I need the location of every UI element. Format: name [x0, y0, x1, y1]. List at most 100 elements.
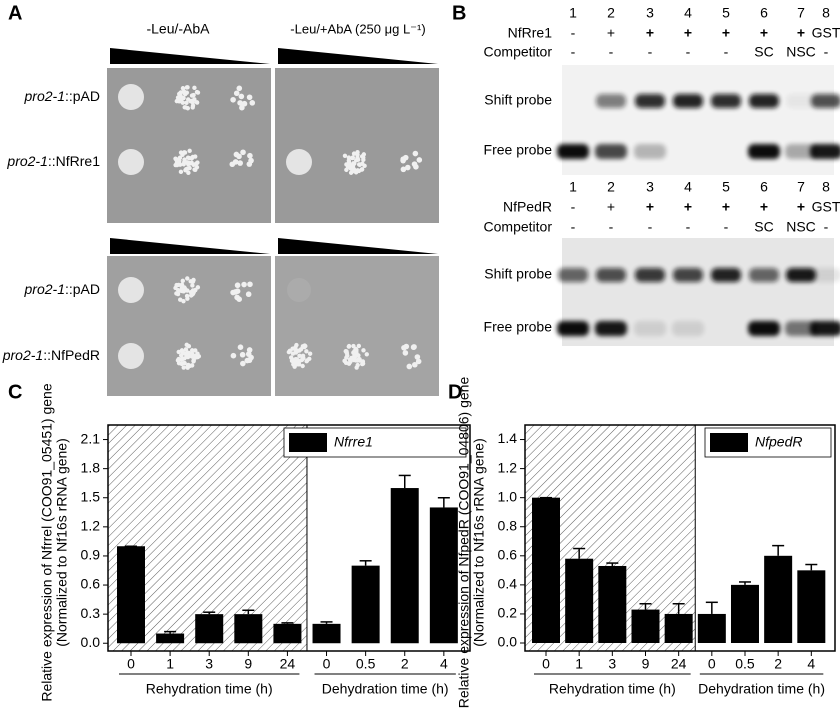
gel-band [811, 268, 840, 282]
colony [233, 90, 240, 97]
colony [357, 162, 362, 168]
x-tick-label: 9 [642, 656, 650, 672]
band-label: Free probe [484, 319, 553, 335]
lane-number: 6 [760, 179, 768, 195]
competitor-cell: - [686, 44, 691, 60]
bar [730, 584, 759, 644]
colony [246, 94, 253, 101]
row-label: NfRre1 [508, 25, 553, 41]
competitor-cell: - [571, 219, 576, 235]
colony [183, 105, 188, 110]
protein-cell: + [646, 25, 654, 41]
colony [303, 343, 308, 349]
colony [175, 291, 181, 297]
error-bar [359, 560, 372, 566]
gel-band [810, 144, 840, 159]
colony [354, 158, 359, 163]
x-tick-label: 0 [127, 656, 135, 672]
gel-band [635, 94, 665, 108]
colony [246, 161, 253, 167]
colony [402, 154, 409, 161]
x-tick-label: 0 [708, 656, 716, 672]
lane-number: 2 [607, 179, 615, 195]
colony [411, 161, 418, 167]
gel-band [672, 321, 704, 336]
y-tick-label: 0.2 [498, 605, 518, 621]
colony [359, 167, 365, 172]
bar [764, 555, 793, 644]
gel-band [635, 268, 665, 282]
construct: ::pAD [65, 88, 100, 104]
gel-band [557, 321, 589, 336]
colony [177, 97, 182, 102]
strain-label: pro2-1::NfRre1 [6, 153, 100, 169]
colony [234, 282, 241, 289]
y-axis-label: (Normalized to Nf16s rRNA gene) [471, 438, 487, 647]
protein-cell: + [646, 199, 654, 215]
bar [429, 507, 458, 644]
bar [273, 623, 302, 644]
competitor-cell: - [609, 44, 614, 60]
lane-number: 7 [797, 179, 805, 195]
y-tick-label: 1.0 [498, 488, 518, 504]
bar [234, 614, 263, 644]
bar [797, 570, 826, 644]
legend-label: Nfrre1 [334, 434, 373, 450]
y-tick-label: 0.6 [498, 547, 518, 563]
colony [187, 148, 192, 154]
colony [190, 279, 196, 284]
colony [182, 157, 187, 162]
colony [239, 104, 245, 111]
strain-label: pro2-1::pAD [24, 281, 100, 297]
colony [249, 100, 256, 106]
x-tick-label: 2 [401, 656, 409, 672]
protein-cell: + [760, 25, 768, 41]
error-bar [281, 622, 294, 624]
colony [351, 168, 356, 174]
colony [246, 347, 253, 353]
colony [181, 365, 186, 370]
group-label: Rehydration time (h) [146, 681, 273, 697]
colony [193, 161, 199, 166]
panel-label: D [448, 381, 462, 403]
bar [390, 488, 419, 644]
colony [247, 152, 253, 159]
strain: pro2-1 [2, 347, 43, 363]
colony [353, 346, 358, 352]
lane-number: 3 [646, 5, 654, 21]
colony [180, 152, 185, 157]
colony [355, 150, 360, 155]
colony [188, 99, 193, 104]
colony [361, 155, 366, 160]
x-tick-label: 0 [542, 656, 550, 672]
colony [236, 85, 243, 92]
x-tick-label: 9 [244, 656, 252, 672]
error-bar [705, 601, 718, 614]
colony [346, 158, 352, 163]
colony [289, 358, 295, 364]
gel-band [811, 94, 840, 108]
x-tick-label: 2 [774, 656, 782, 672]
colony [194, 89, 200, 95]
strain: pro2-1 [24, 281, 65, 297]
colony [194, 100, 200, 105]
colony [346, 344, 352, 349]
colony [364, 352, 369, 357]
colony [192, 97, 197, 102]
bar [195, 614, 224, 644]
gel-band [596, 94, 626, 108]
gel-band [711, 268, 741, 282]
error-bar [639, 603, 652, 610]
colony [240, 360, 246, 367]
protein-cell: + [684, 199, 692, 215]
wedges [110, 48, 438, 254]
colony [230, 96, 236, 103]
lane-number: 5 [722, 179, 730, 195]
colony [193, 167, 198, 173]
colony [183, 166, 189, 172]
protein-cell: GST [812, 199, 840, 215]
colony [237, 160, 243, 166]
x-tick-label: 3 [205, 656, 213, 672]
y-tick-label: 0.0 [81, 634, 101, 650]
